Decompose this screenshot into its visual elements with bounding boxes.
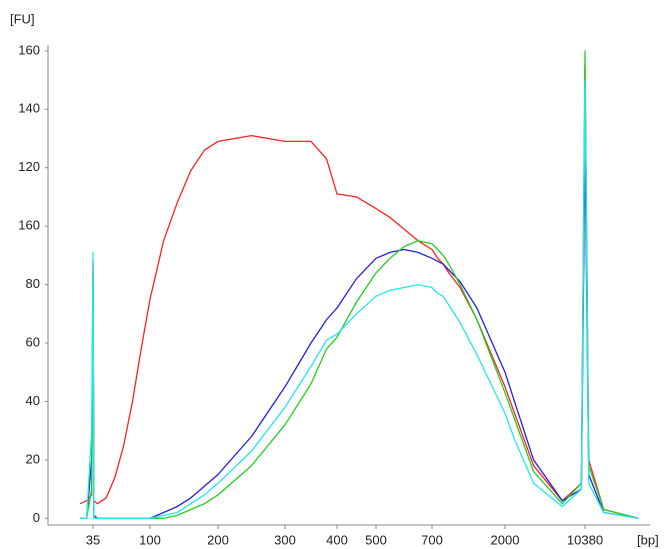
y-tick-label: 40 — [26, 393, 40, 408]
y-tick-label: 60 — [26, 334, 40, 349]
x-tick-label: 700 — [421, 532, 443, 547]
y-tick-label: 160 — [18, 218, 40, 233]
x-tick-label: 10380 — [567, 532, 603, 547]
x-axis-label: [bp] — [637, 532, 659, 547]
x-tick-label: 400 — [326, 532, 348, 547]
trace-line — [80, 143, 639, 519]
x-tick-label: 35 — [86, 532, 100, 547]
y-tick-label: 120 — [18, 159, 40, 174]
y-tick-label: 80 — [26, 276, 40, 291]
y-tick-label: 160 — [18, 42, 40, 57]
trace-line — [79, 64, 639, 519]
x-tick-label: 100 — [139, 532, 161, 547]
x-tick-label: 300 — [274, 532, 296, 547]
y-tick-label: 0 — [33, 510, 40, 525]
y-tick-label: 20 — [26, 451, 40, 466]
trace-line — [80, 50, 639, 519]
x-tick-label: 500 — [365, 532, 387, 547]
trace-line — [80, 79, 639, 519]
x-tick-label: 200 — [207, 532, 229, 547]
x-tick-label: 2000 — [491, 532, 520, 547]
y-tick-label: 140 — [18, 101, 40, 116]
y-axis-label: [FU] — [10, 11, 35, 26]
